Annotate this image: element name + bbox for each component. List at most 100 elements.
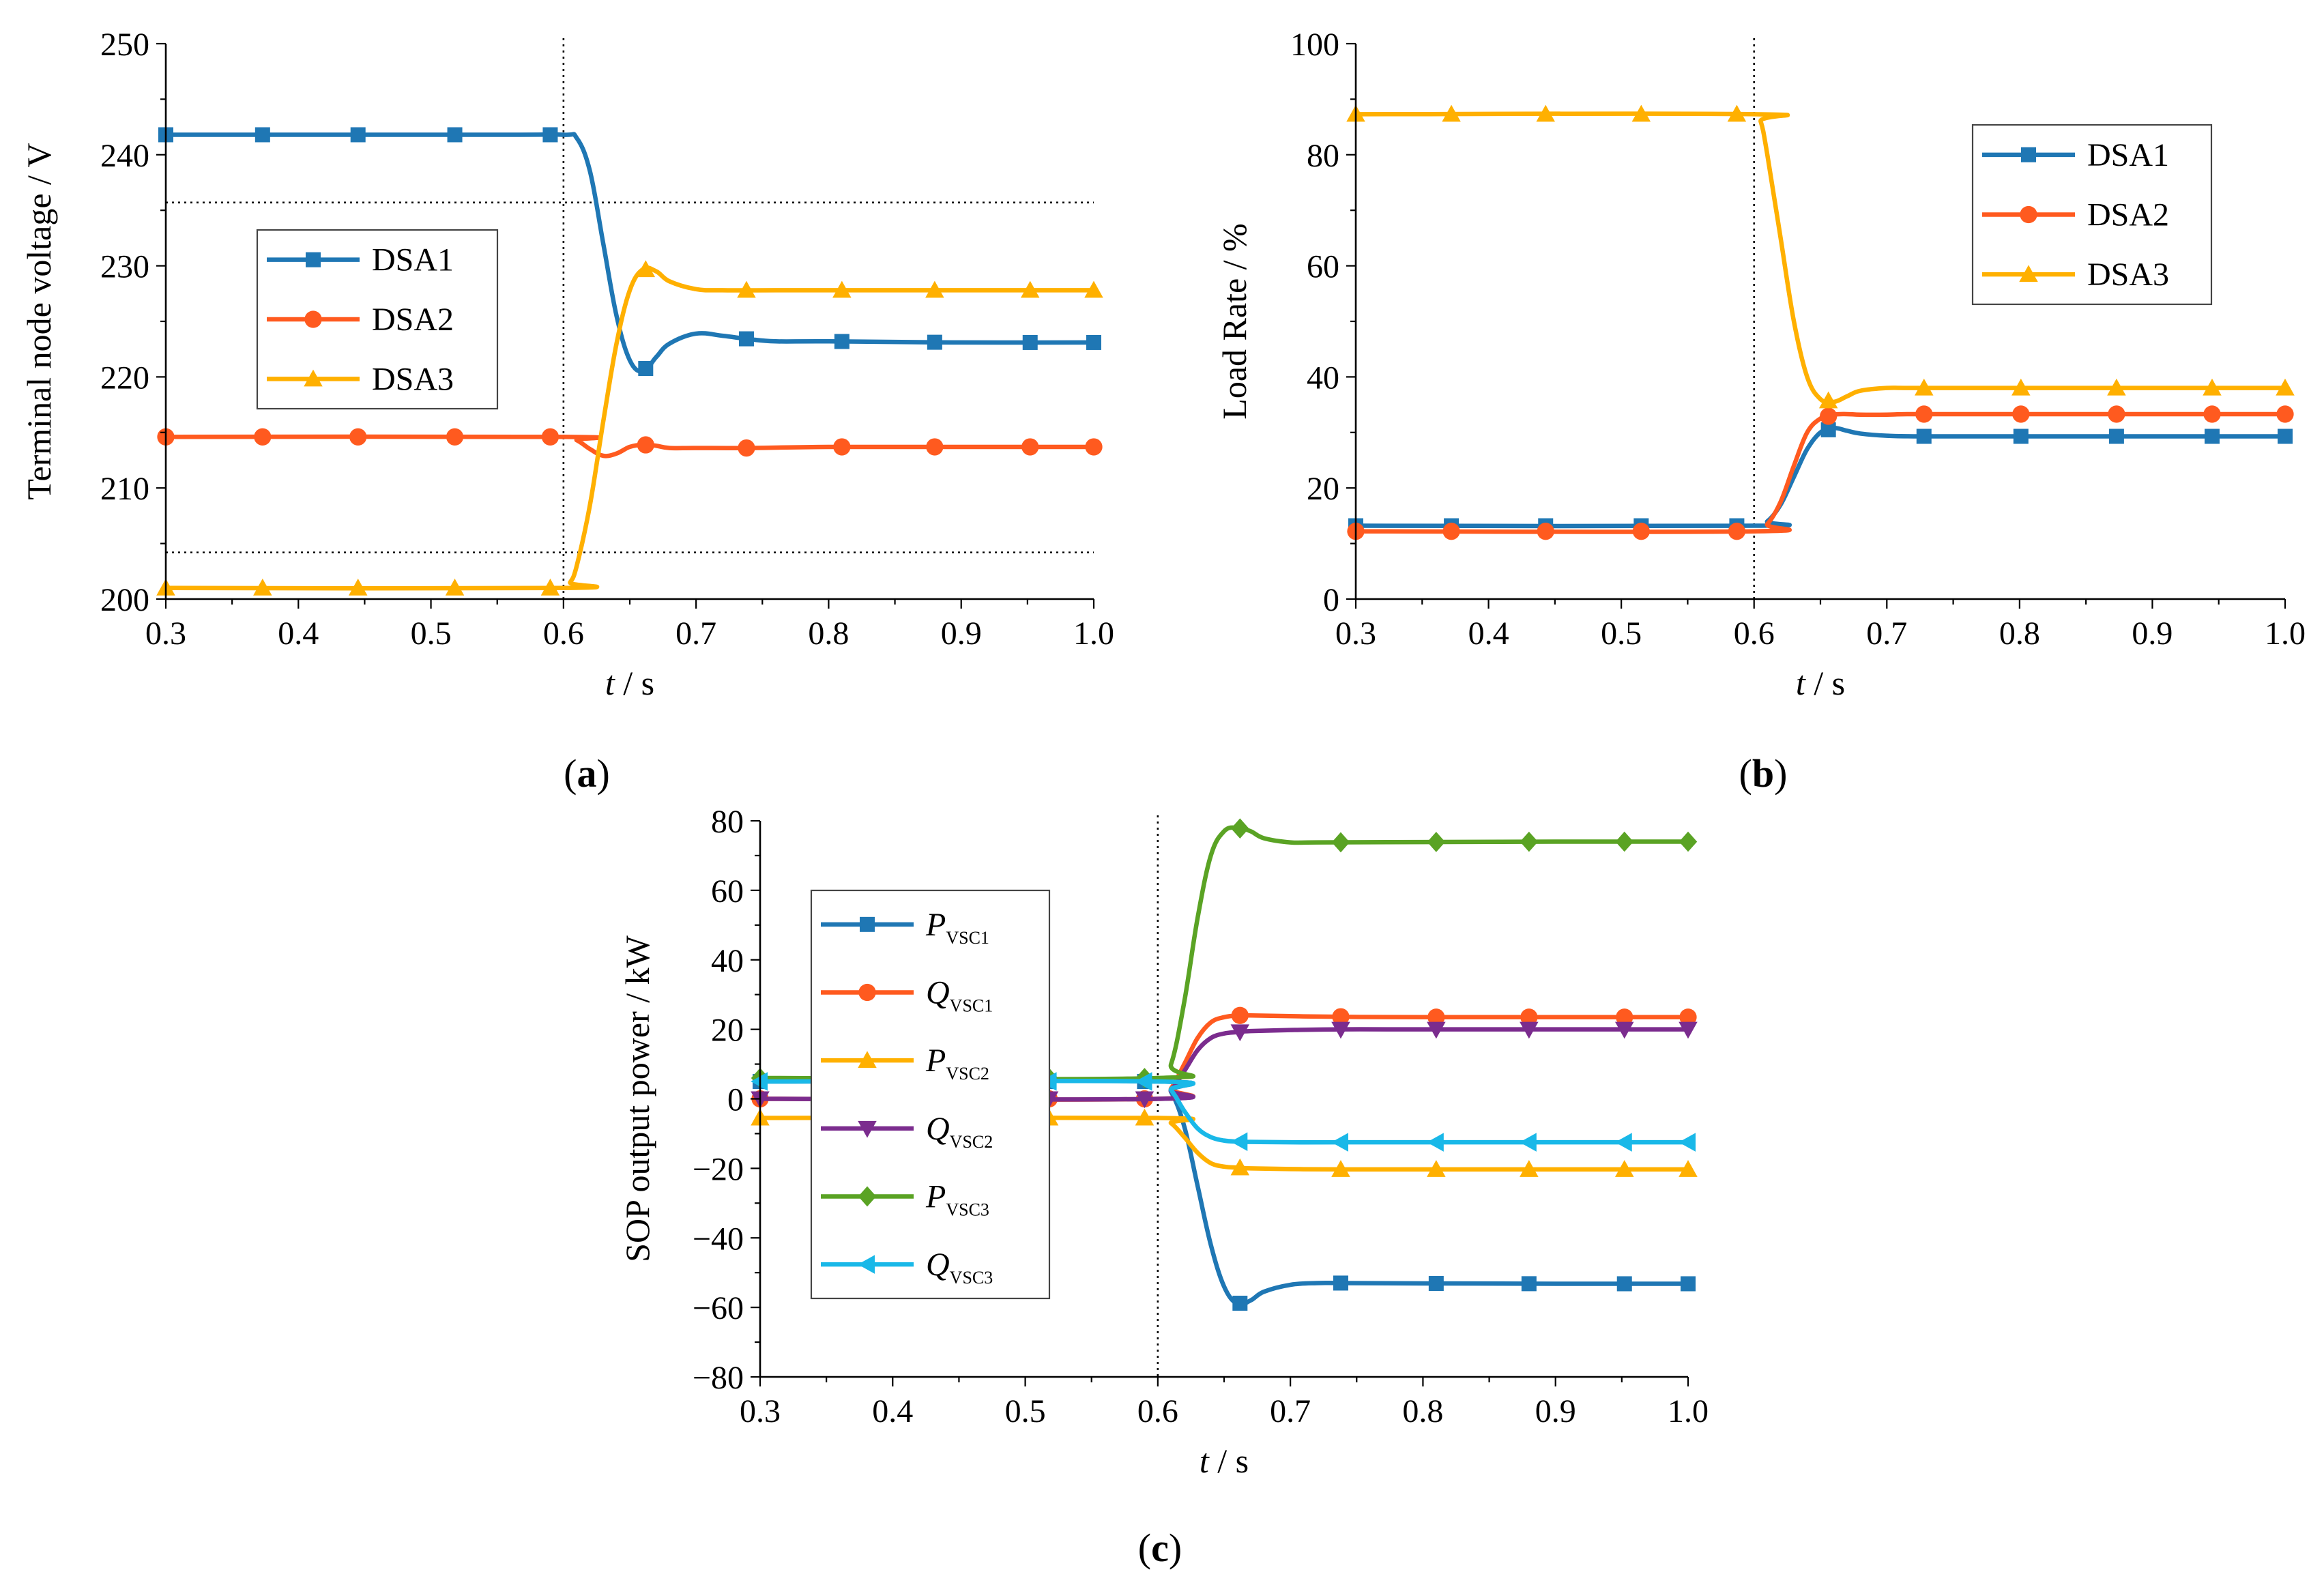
legend-label-DSA2: DSA2: [2087, 197, 2169, 233]
x-tick-label: 0.6: [1734, 615, 1775, 652]
legend-label-subscript: VSC2: [950, 1132, 993, 1152]
data-point-DSA1-5: [1820, 422, 1836, 437]
y-tick-label: 250: [100, 27, 149, 63]
x-tick-label: 0.9: [2132, 615, 2173, 652]
data-point-Q_VSC1-9: [1616, 1008, 1633, 1026]
legend-label-main: P: [925, 1043, 946, 1079]
y-tick-label: 40: [711, 943, 744, 979]
caption-close-paren: ): [1169, 1526, 1182, 1570]
legend-marker-P_VSC1: [860, 916, 875, 932]
y-tick-label: 100: [1290, 27, 1339, 63]
x-tick-label: 0.5: [1005, 1393, 1046, 1429]
data-point-P_VSC1-5: [1232, 1296, 1248, 1311]
legend-marker-Q_VSC2: [858, 1120, 877, 1138]
data-point-DSA3-9: [2203, 378, 2222, 396]
legend-marker-Q_VSC1: [858, 983, 876, 1002]
data-point-P_VSC1-6: [1333, 1275, 1348, 1291]
data-point-Q_VSC3-9: [1614, 1133, 1632, 1152]
y-tick-label: 60: [711, 873, 744, 910]
legend-label-main: Q: [926, 1111, 950, 1147]
data-point-DSA3-5: [636, 260, 656, 278]
x-axis-label: t / s: [1796, 664, 1845, 702]
data-point-P_VSC3-5: [1231, 818, 1249, 839]
data-point-DSA3-8: [925, 280, 944, 298]
data-point-DSA3-10: [2276, 378, 2295, 396]
data-point-DSA1-6: [738, 331, 754, 347]
y-tick-label: 210: [100, 471, 149, 507]
series-DSA1: [158, 127, 1101, 377]
data-point-DSA2-8: [926, 438, 944, 456]
data-point-P_VSC1-10: [1681, 1276, 1696, 1292]
legend-marker-DSA2: [304, 310, 322, 328]
x-tick-label: 0.7: [676, 615, 716, 652]
data-point-Q_VSC3-6: [1331, 1133, 1348, 1152]
series-DSA3: [1346, 104, 2295, 409]
y-tick-label: 20: [711, 1013, 744, 1049]
y-tick-label: −40: [693, 1221, 744, 1257]
x-tick-label: 1.0: [1668, 1393, 1709, 1429]
data-point-DSA3-4: [1727, 104, 1747, 122]
series-line-DSA1: [1353, 426, 2288, 529]
data-point-Q_VSC2-8: [1520, 1021, 1539, 1039]
legend-marker-P_VSC3: [858, 1186, 877, 1207]
data-point-DSA2-3: [446, 428, 464, 446]
x-tick-label: 0.3: [1335, 615, 1376, 652]
data-point-DSA1-8: [2108, 428, 2124, 444]
data-point-DSA2-4: [1728, 523, 1746, 540]
x-tick-label: 0.5: [411, 615, 452, 652]
data-point-DSA1-8: [927, 334, 942, 350]
data-point-DSA2-6: [1915, 405, 1933, 423]
series-Q_VSC3: [751, 1072, 1696, 1152]
data-point-Q_VSC2-4: [1135, 1091, 1154, 1109]
data-point-DSA2-3: [1632, 523, 1650, 540]
data-point-DSA2-7: [833, 438, 851, 456]
data-point-DSA2-10: [2276, 405, 2294, 423]
x-axis-label-unit: / s: [1209, 1442, 1249, 1480]
data-point-DSA3-2: [348, 578, 368, 596]
legend-label-DSA3: DSA3: [2087, 257, 2169, 293]
data-point-DSA1-9: [2204, 428, 2220, 444]
y-tick-label: 80: [1307, 138, 1339, 174]
data-point-DSA1-7: [2013, 428, 2029, 444]
legend-label-Q_VSC3: QVSC3: [926, 1247, 993, 1288]
data-point-P_VSC2-4: [1135, 1108, 1154, 1126]
data-point-P_VSC3-8: [1520, 831, 1539, 852]
x-tick-label: 1.0: [2265, 615, 2306, 652]
y-tick-label: 240: [100, 138, 149, 174]
data-point-P_VSC2-6: [1331, 1160, 1350, 1177]
data-point-Q_VSC3-7: [1427, 1133, 1444, 1152]
data-point-DSA1-4: [542, 127, 558, 143]
series-DSA3: [156, 260, 1103, 596]
chart-c: 0.3 0.4 0.5 0.6 0.7 0.8 0.9 1.0 −80 −60 −40 −20 0 20 4…: [618, 804, 1709, 1570]
data-point-DSA2-10: [1085, 438, 1103, 456]
caption-letter: b: [1752, 751, 1774, 796]
data-point-DSA1-10: [1086, 334, 1101, 350]
caption-letter: c: [1151, 1526, 1169, 1570]
data-point-P_VSC1-8: [1521, 1276, 1537, 1292]
legend-label-P_VSC3: PVSC3: [925, 1179, 989, 1220]
y-tick-label: −80: [693, 1360, 744, 1396]
caption-open-paren: (: [1739, 751, 1752, 796]
x-axis-label-variable: t: [1796, 664, 1806, 702]
legend-label-main: P: [925, 1179, 946, 1215]
data-point-P_VSC2-9: [1614, 1160, 1634, 1177]
x-tick-label: 0.6: [1137, 1393, 1178, 1429]
data-point-P_VSC2-5: [1230, 1158, 1250, 1176]
x-tick-label: 0.9: [1535, 1393, 1576, 1429]
series-line-P_VSC2: [757, 1115, 1691, 1172]
y-axis-label: SOP output power / kW: [618, 935, 656, 1262]
data-point-Q_VSC2-7: [1427, 1021, 1446, 1039]
data-point-DSA3-2: [1536, 104, 1555, 122]
legend-marker-P_VSC2: [858, 1051, 877, 1068]
series-line-P_VSC3: [757, 825, 1691, 1081]
series-line-DSA3: [163, 265, 1096, 591]
x-tick-label: 0.7: [1270, 1393, 1311, 1429]
legend-marker-DSA3: [304, 369, 323, 387]
legend-marker-DSA1: [306, 252, 321, 267]
y-tick-label: 60: [1307, 249, 1339, 285]
data-point-DSA3-6: [1915, 378, 1934, 396]
legend-box: [810, 889, 1051, 1300]
data-point-DSA3-6: [737, 280, 756, 298]
legend-marker-DSA2: [2020, 205, 2037, 224]
